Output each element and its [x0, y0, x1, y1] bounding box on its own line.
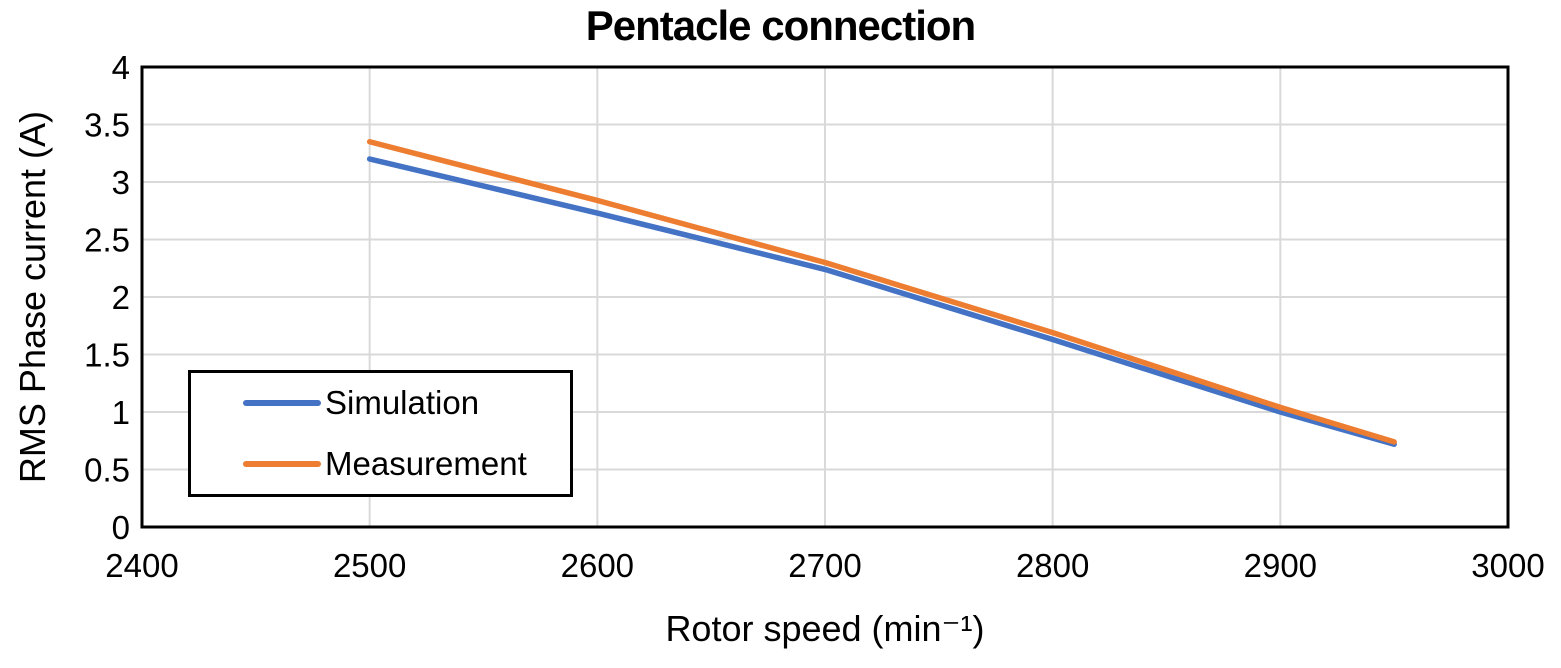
y-axis-title: RMS Phase current (A): [12, 110, 53, 484]
y-tick-label: 2: [112, 279, 130, 316]
legend-entry-simulation: Simulation: [243, 384, 570, 422]
legend: Simulation Measurement: [188, 370, 573, 497]
y-tick-label: 1.5: [84, 337, 130, 374]
x-tick-label: 2600: [561, 547, 634, 584]
x-tick-label: 2900: [1244, 547, 1317, 584]
x-tick-label: 2700: [788, 547, 861, 584]
simulation-line-swatch: [243, 400, 321, 407]
y-tick-label: 0.5: [84, 452, 130, 489]
x-tick-label: 2400: [105, 547, 178, 584]
y-tick-label: 2.5: [84, 222, 130, 259]
y-tick-label: 0: [112, 509, 130, 546]
plot-border: [140, 65, 1510, 529]
legend-label-measurement: Measurement: [325, 444, 527, 482]
y-tick-label: 1: [112, 394, 130, 431]
x-tick-label: 3000: [1471, 547, 1544, 584]
x-tick-label: 2500: [333, 547, 406, 584]
chart-title: Pentacle connection: [585, 2, 976, 49]
measurement-line-swatch: [243, 460, 321, 467]
series-line-measurement: [366, 139, 1397, 445]
y-tick-label: 4: [112, 49, 130, 86]
series-line-simulation: [366, 156, 1397, 447]
x-axis-title: Rotor speed (min⁻¹): [665, 608, 985, 649]
legend-entry-measurement: Measurement: [243, 445, 570, 483]
y-tick-label: 3.5: [84, 107, 130, 144]
x-tick-label: 2800: [1016, 547, 1089, 584]
y-tick-label: 3: [112, 164, 130, 201]
legend-label-simulation: Simulation: [325, 384, 480, 422]
